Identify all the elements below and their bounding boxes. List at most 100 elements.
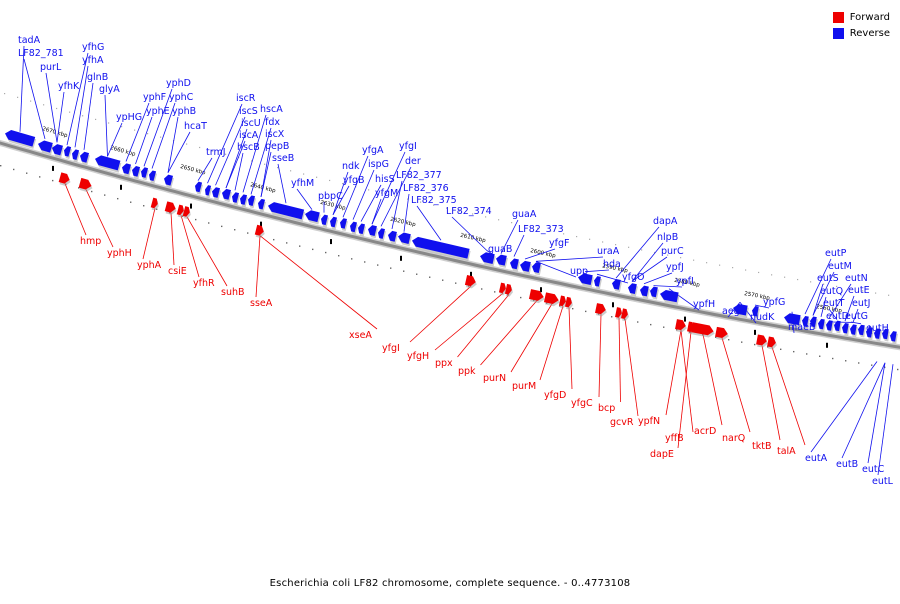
guide-dot (589, 239, 590, 240)
legend: Forward Reverse (833, 9, 890, 41)
gene-arrow-fwd-10 (529, 289, 547, 304)
gene-arrow-rev-18 (246, 195, 256, 208)
leader-line-acrd (703, 334, 722, 425)
gene-arrow-fwd-14 (595, 303, 609, 317)
gene-arrow-fwd-7 (464, 275, 478, 289)
guide-dot (234, 229, 235, 230)
gene-label-yfgi: yfgI (382, 343, 400, 354)
gene-label-ypha: yphA (137, 260, 162, 271)
guide-dot (325, 252, 326, 253)
leader-line-lf82-373 (514, 235, 524, 257)
guide-dot (329, 180, 330, 181)
gene-label-trmj: trmJ (206, 147, 226, 158)
gene-arrow-rev-22 (319, 214, 329, 227)
tick-mark (754, 330, 756, 335)
guide-dot (650, 324, 651, 325)
gene-label-yfgd: yfgD (544, 390, 566, 401)
gene-arrow-rev-16 (230, 192, 240, 205)
gene-label-yfhg: yfhG (82, 42, 104, 53)
legend-reverse-label: Reverse (850, 28, 890, 39)
gene-label-fdx: fdx (265, 117, 280, 128)
gene-label-hiss: hisS (375, 174, 395, 185)
tick-mark (52, 166, 54, 171)
leader-line-ypfj (644, 273, 672, 284)
gene-label-yfgo: yfgO (622, 272, 644, 283)
leader-line-yffb (681, 330, 693, 432)
gene-arrow-rev-33 (494, 254, 508, 268)
guide-dot (364, 261, 365, 262)
guide-dot (368, 189, 369, 190)
tick-mark (540, 287, 542, 292)
gene-label-xsea: xseA (349, 330, 372, 341)
leader-line-sseb (278, 164, 286, 203)
guide-dot (273, 239, 274, 240)
gene-label-purl: purL (40, 62, 62, 73)
leader-line-purm (540, 306, 563, 380)
gene-label-yfha: yfhA (82, 55, 104, 66)
leader-line-dape (678, 332, 691, 448)
gene-arrow-rev-19 (256, 198, 266, 211)
leader-line-lf82-374 (452, 217, 487, 251)
gene-arrow-fwd-9 (504, 284, 514, 297)
guide-dot (208, 222, 209, 223)
guide-dot (806, 353, 807, 354)
gene-label-yphc: yphC (169, 92, 194, 103)
gene-arrow-rev-3 (62, 145, 72, 159)
tick-mark (120, 185, 122, 190)
guide-dot (117, 198, 118, 199)
guide-dot (17, 97, 18, 98)
gene-arrow-rev-40 (627, 283, 639, 297)
gene-arrow-rev-9 (139, 167, 149, 181)
gene-arrow-rev-23 (328, 216, 338, 229)
gene-arrow-rev-12 (193, 181, 203, 195)
guide-dot (819, 356, 820, 357)
gene-label-isca: iscA (239, 130, 259, 141)
tick-mark (684, 317, 686, 322)
leader-line-hda (585, 270, 609, 272)
gene-label-pepb: pepB (265, 141, 289, 152)
gene-label-iscu: iscU (241, 118, 261, 129)
legend-forward-swatch (833, 12, 844, 23)
guide-dot (858, 362, 859, 363)
guide-dot (264, 164, 265, 165)
leader-line-hmp (65, 184, 86, 235)
guide-dot (130, 202, 131, 203)
gene-label-lf82-375: LF82_375 (411, 195, 457, 206)
gene-label-eutg: eutG (845, 311, 868, 322)
leader-line-eutb (842, 363, 885, 458)
leader-line-yfgd (569, 307, 572, 389)
guide-dot (520, 297, 521, 298)
gene-label-purc: purC (661, 246, 684, 257)
gene-arrow-rev-39 (611, 278, 623, 292)
guide-dot (104, 194, 105, 195)
leader-line-ppk (481, 301, 538, 365)
gene-label-hscb: hscB (237, 142, 260, 153)
guide-dot (888, 295, 889, 296)
guide-dot (121, 126, 122, 127)
gene-label-yfgh: yfgH (407, 351, 429, 362)
guide-dot (303, 173, 304, 174)
leader-line-gcvr (625, 319, 638, 416)
gene-label-purm: purM (512, 381, 536, 392)
legend-forward: Forward (833, 9, 890, 25)
gene-label-tktb: tktB (752, 441, 771, 452)
gene-label-yphf: yphF (143, 92, 166, 103)
gene-arrow-rev-13 (203, 185, 212, 198)
leader-line-dapa (616, 227, 659, 278)
gene-arrow-rev-58 (889, 331, 898, 344)
leader-line-suhb (187, 217, 227, 286)
guide-dot (52, 180, 53, 181)
guide-dot (637, 321, 638, 322)
gene-arrow-rev-52 (841, 323, 850, 336)
guide-dot (277, 167, 278, 168)
guide-dot (299, 245, 300, 246)
gene-label-hcat: hcaT (184, 121, 207, 132)
gene-arrow-rev-36 (531, 262, 543, 276)
guide-dot (602, 241, 603, 242)
gene-arrow-rev-10 (147, 170, 157, 184)
guide-dot (797, 279, 798, 280)
leader-line-tktb (762, 345, 780, 440)
gene-label-aega: aegA (722, 306, 747, 317)
guide-dot (784, 277, 785, 278)
gene-label-gcvr: gcvR (610, 417, 634, 428)
